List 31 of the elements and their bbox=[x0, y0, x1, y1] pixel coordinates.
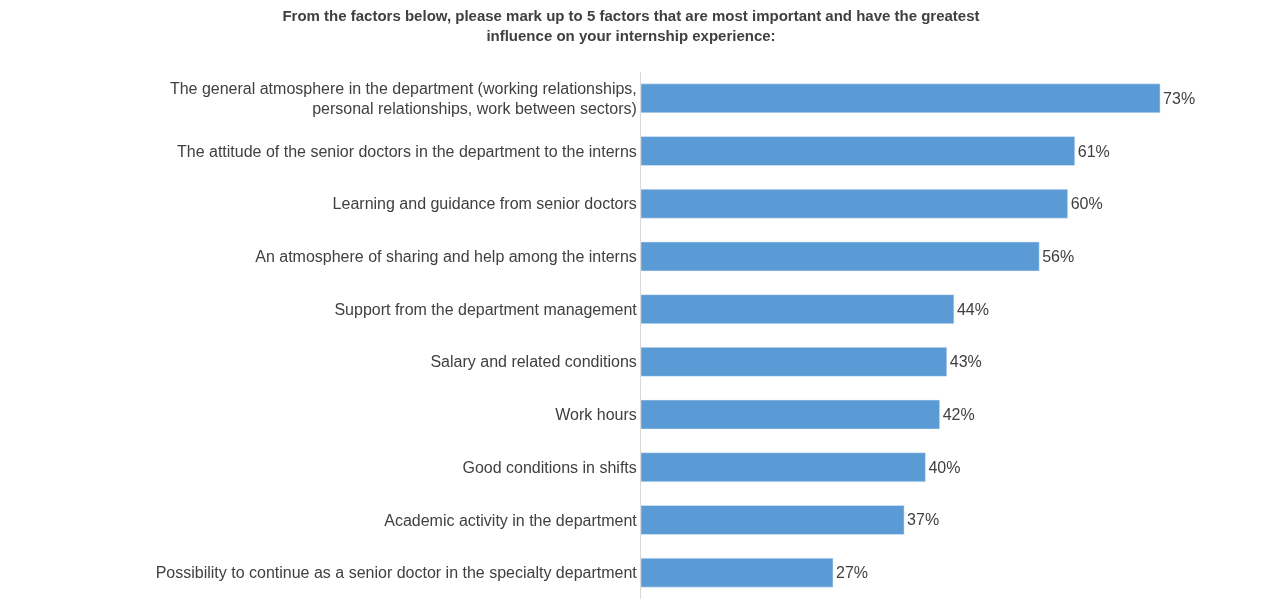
data-label: 43% bbox=[949, 353, 982, 371]
bar bbox=[641, 189, 1068, 219]
y-tick-label: An atmosphere of sharing and help among the interns bbox=[255, 248, 637, 266]
y-tick-label: Salary and related conditions bbox=[430, 353, 637, 371]
chart-title: From the factors below, please mark up to 5 factors that are most important and have the greatest influence on your internship experience: bbox=[282, 7, 980, 44]
data-label: 27% bbox=[835, 564, 869, 582]
data-label: 44% bbox=[956, 300, 989, 318]
y-tick-label: The general atmosphere in the department (working relationships, personal relationships, work between sectors) bbox=[169, 79, 637, 118]
bar bbox=[641, 294, 955, 324]
y-tick-label: Learning and guidance from senior doctors bbox=[332, 195, 637, 213]
y-tick-label: Support from the department management bbox=[334, 300, 638, 318]
data-label: 61% bbox=[1077, 142, 1110, 160]
bar bbox=[641, 557, 834, 588]
bar bbox=[641, 452, 926, 482]
bar bbox=[641, 241, 1040, 272]
data-label: 42% bbox=[942, 406, 975, 424]
y-tick-label: Good conditions in shifts bbox=[462, 458, 637, 476]
data-label: 56% bbox=[1042, 247, 1075, 265]
data-label: 40% bbox=[928, 458, 961, 476]
bar bbox=[641, 347, 948, 377]
data-label: 37% bbox=[907, 511, 940, 529]
data-label: 60% bbox=[1070, 195, 1103, 213]
data-label: 73% bbox=[1163, 89, 1196, 107]
bar bbox=[641, 505, 905, 535]
bar bbox=[641, 83, 1161, 114]
y-tick-label: Work hours bbox=[555, 406, 637, 424]
y-tick-label: The attitude of the senior doctors in the department to the interns bbox=[176, 142, 637, 160]
y-tick-label: Possibility to continue as a senior doctor in the specialty department bbox=[155, 564, 638, 582]
bar bbox=[641, 399, 940, 430]
bar bbox=[641, 136, 1076, 166]
y-tick-label: Academic activity in the department bbox=[384, 511, 638, 529]
